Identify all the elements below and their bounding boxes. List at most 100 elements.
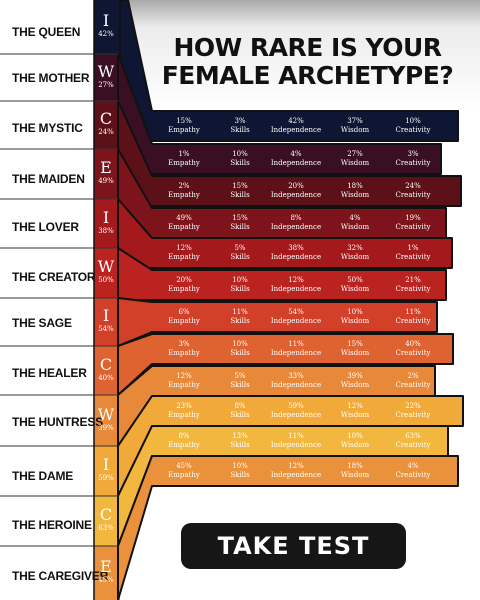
stat-cell: 54% Independence — [261, 308, 331, 326]
headline-line-1: HOW RARE IS YOUR — [173, 33, 442, 62]
stat-value: 50% — [347, 276, 363, 284]
stat-value: 1% — [407, 244, 419, 252]
strip-percent: 38% — [98, 226, 114, 235]
stat-value: 49% — [176, 214, 192, 222]
stat-label: Wisdom — [340, 285, 370, 293]
stat-value: 15% — [232, 182, 248, 190]
stat-value: 12% — [347, 402, 363, 410]
stat-value: 12% — [288, 276, 304, 284]
strip-letter: E — [100, 158, 112, 177]
archetype-name: THE HEROINE — [12, 518, 92, 532]
stat-cell: 63% Creativity — [378, 432, 448, 450]
strip-segment — [94, 446, 120, 496]
stat-value: 42% — [288, 117, 304, 125]
strip-code: I 38% — [94, 208, 118, 236]
stat-label: Independence — [270, 191, 322, 199]
stat-value: 1% — [178, 150, 190, 158]
stat-cell: 21% Creativity — [378, 276, 448, 294]
stat-label: Wisdom — [340, 411, 370, 419]
strip-percent: 42% — [98, 30, 114, 38]
stat-cell: 15% Skills — [205, 214, 275, 232]
stat-cell: 11% Independence — [261, 340, 331, 358]
stat-value: 5% — [234, 372, 246, 380]
stat-value: 22% — [405, 402, 421, 410]
stat-cell: 12% Empathy — [149, 244, 219, 262]
stat-cell: 18% Wisdom — [320, 462, 390, 480]
stat-label: Creativity — [395, 317, 431, 325]
stat-label: Independence — [270, 253, 322, 261]
stat-label: Empathy — [168, 253, 200, 261]
stat-value: 12% — [288, 462, 304, 470]
stat-cell: 23% Empathy — [149, 402, 219, 420]
stat-cell: 42% Independence — [261, 117, 331, 135]
stat-label: Empathy — [168, 285, 200, 293]
stat-value: 54% — [288, 308, 304, 316]
strip-code: E 45% — [94, 558, 118, 585]
stat-cell: 49% Empathy — [149, 214, 219, 232]
stat-cell: 15% Wisdom — [320, 340, 390, 358]
stat-label: Creativity — [395, 471, 431, 479]
stat-cell: 8% Independence — [261, 214, 331, 232]
stat-value: 8% — [234, 402, 246, 410]
stat-cell: 11% Skills — [205, 308, 275, 326]
stat-label: Skills — [230, 411, 250, 419]
stat-value: 23% — [176, 402, 192, 410]
strip-segment — [94, 0, 120, 54]
strip-percent: 63% — [98, 524, 114, 532]
stat-value: 10% — [347, 432, 363, 440]
stat-value: 18% — [347, 462, 363, 470]
strip-code: W 50% — [94, 258, 118, 285]
strip-percent: 50% — [98, 276, 114, 284]
stat-label: Skills — [230, 159, 250, 167]
stat-value: 10% — [405, 117, 421, 125]
headline-line-2: FEMALE ARCHETYPE? — [161, 61, 454, 90]
stat-cell: 8% Skills — [205, 402, 275, 420]
stat-cell: 10% Creativity — [378, 117, 448, 135]
stat-value: 2% — [178, 182, 190, 190]
stat-cell: 4% Wisdom — [320, 214, 390, 232]
stat-label: Creativity — [395, 223, 431, 231]
stat-label: Empathy — [168, 349, 200, 357]
stat-value: 37% — [347, 117, 363, 125]
stat-label: Independence — [270, 471, 322, 479]
stat-label: Creativity — [395, 381, 431, 389]
strip-percent: 39% — [98, 423, 114, 432]
archetype-name: THE QUEEN — [12, 25, 81, 39]
stat-value: 10% — [232, 276, 248, 284]
archetype-name: THE HEALER — [12, 366, 87, 380]
stat-label: Skills — [230, 223, 250, 231]
strip-letter: I — [102, 306, 110, 325]
stat-label: Wisdom — [340, 349, 370, 357]
stat-value: 63% — [405, 432, 421, 440]
stat-value: 5% — [234, 244, 246, 252]
stat-cell: 2% Creativity — [378, 372, 448, 390]
stat-label: Independence — [270, 317, 322, 325]
stat-cell: 22% Creativity — [378, 402, 448, 420]
stat-value: 24% — [405, 182, 421, 190]
stat-cell: 19% Creativity — [378, 214, 448, 232]
header-gradient — [95, 0, 480, 110]
stat-cell: 2% Empathy — [149, 182, 219, 200]
stat-cell: 1% Creativity — [378, 244, 448, 262]
stat-cell: 40% Creativity — [378, 340, 448, 358]
stat-label: Empathy — [168, 471, 200, 479]
strip-segment — [94, 199, 120, 248]
strip-letter: W — [97, 404, 115, 424]
stat-cell: 10% Skills — [205, 150, 275, 168]
stat-value: 3% — [178, 340, 190, 348]
archetype-name: THE MOTHER — [12, 71, 90, 85]
strip-code: C 40% — [94, 355, 118, 383]
stat-value: 38% — [288, 244, 304, 252]
stat-label: Empathy — [168, 191, 200, 199]
stat-cell: 3% Empathy — [149, 340, 219, 358]
strip-segment — [94, 149, 120, 199]
take-test-button[interactable]: TAKE TEST — [181, 523, 406, 569]
stat-cell: 20% Empathy — [149, 276, 219, 294]
stat-cell: 59% Independence — [261, 402, 331, 420]
stat-value: 40% — [405, 340, 421, 348]
stat-value: 21% — [405, 276, 421, 284]
strip-code: C 24% — [94, 110, 118, 137]
stat-cell: 13% Skills — [205, 432, 275, 450]
stat-cell: 6% Empathy — [149, 308, 219, 326]
